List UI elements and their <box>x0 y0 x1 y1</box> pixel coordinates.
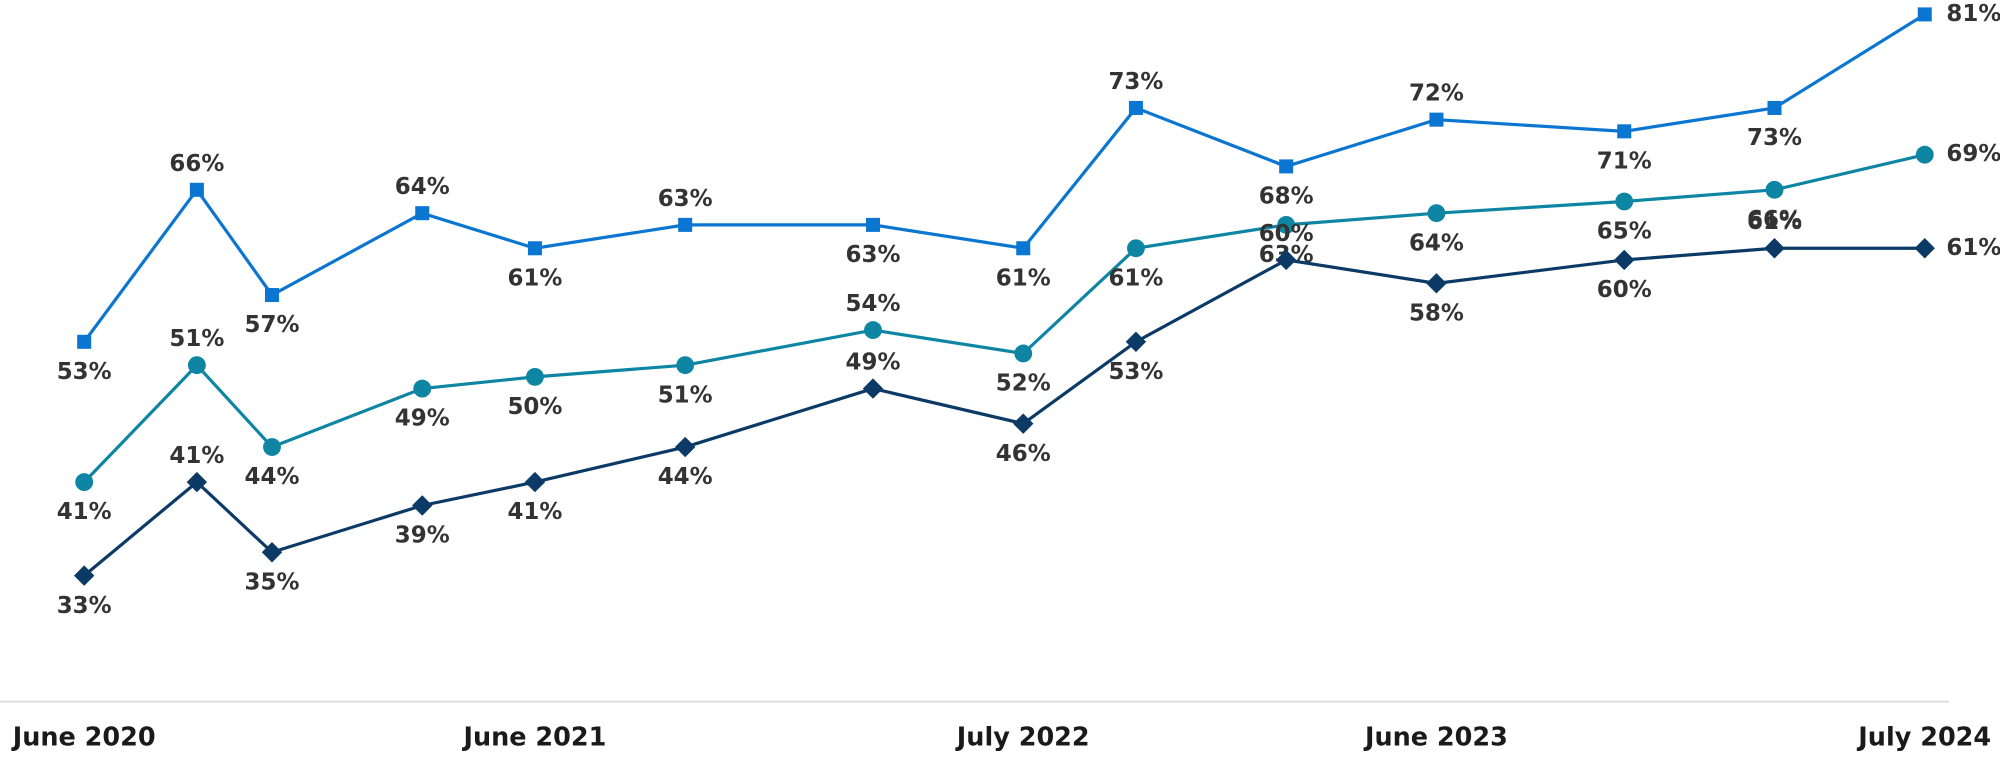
value-label: 46% <box>996 441 1051 467</box>
marker <box>526 367 544 386</box>
value-label: 50% <box>507 394 562 420</box>
value-label: 69% <box>1946 141 2000 167</box>
value-label: 61% <box>507 265 562 291</box>
marker <box>261 542 283 563</box>
value-label: 35% <box>245 569 300 595</box>
marker <box>527 241 542 256</box>
value-label: 63% <box>658 186 713 212</box>
value-label: 41% <box>169 443 224 469</box>
value-label: 61% <box>1946 235 2000 261</box>
marker <box>1429 112 1444 127</box>
marker <box>1016 241 1031 256</box>
value-label: 61% <box>1747 209 1802 235</box>
value-label: 63% <box>846 242 901 268</box>
marker <box>524 471 546 493</box>
marker <box>676 356 695 375</box>
value-label: 49% <box>846 350 901 376</box>
x-tick-label: June 2020 <box>11 723 156 753</box>
series-line <box>82 13 1926 343</box>
marker <box>1914 238 1935 259</box>
marker <box>1617 124 1632 139</box>
marker <box>1767 100 1782 115</box>
value-label: 73% <box>1747 125 1802 151</box>
value-label: 57% <box>245 312 300 338</box>
marker <box>263 438 281 456</box>
marker <box>1128 100 1143 115</box>
marker <box>187 356 206 375</box>
value-label: 65% <box>1597 219 1652 245</box>
marker <box>862 378 884 399</box>
marker <box>1614 249 1635 271</box>
series-line <box>83 153 1926 484</box>
value-label: 81% <box>1946 1 2000 27</box>
value-label: 41% <box>507 499 562 525</box>
marker <box>1125 331 1147 353</box>
marker <box>1014 344 1033 363</box>
value-label: 49% <box>395 406 450 432</box>
value-label: 61% <box>1108 265 1163 291</box>
value-label: 73% <box>1108 69 1163 95</box>
x-tick-label: July 2022 <box>955 723 1090 753</box>
marker <box>189 182 204 197</box>
marker <box>1277 215 1296 234</box>
marker <box>1279 159 1294 174</box>
marker <box>674 436 696 458</box>
value-label: 51% <box>169 326 224 352</box>
marker <box>413 379 432 398</box>
value-label: 60% <box>1597 277 1652 303</box>
marker <box>1427 204 1446 223</box>
value-label: 39% <box>395 523 450 549</box>
marker <box>678 217 693 232</box>
value-label: 61% <box>996 265 1051 291</box>
marker <box>865 217 881 232</box>
value-label: 64% <box>395 174 450 200</box>
marker <box>415 206 430 221</box>
marker <box>77 334 92 349</box>
value-label: 53% <box>1108 359 1163 385</box>
x-tick-label: June 2021 <box>461 723 606 753</box>
value-label: 41% <box>57 499 112 525</box>
marker <box>1127 239 1145 258</box>
value-label: 64% <box>1409 230 1464 256</box>
marker <box>73 565 95 586</box>
value-label: 71% <box>1597 148 1652 174</box>
value-label: 68% <box>1259 184 1314 210</box>
marker <box>1275 249 1297 271</box>
value-label: 54% <box>846 291 901 317</box>
value-label: 51% <box>658 382 713 408</box>
value-label: 58% <box>1409 300 1464 326</box>
marker <box>1917 7 1932 22</box>
marker <box>75 473 94 492</box>
marker <box>1915 145 1934 164</box>
value-label: 33% <box>57 593 112 619</box>
series-line <box>83 246 1925 577</box>
marker <box>1765 180 1784 199</box>
x-tick-label: June 2023 <box>1363 723 1508 753</box>
value-label: 44% <box>658 464 713 490</box>
value-label: 52% <box>996 371 1051 397</box>
x-tick-label: July 2024 <box>1856 723 1991 753</box>
value-label: 53% <box>57 359 112 385</box>
marker <box>1615 192 1634 211</box>
value-label: 44% <box>245 464 300 490</box>
value-label: 72% <box>1409 81 1464 107</box>
marker <box>412 495 433 516</box>
value-label: 60% <box>1259 221 1314 247</box>
marker <box>1013 413 1034 434</box>
marker <box>864 321 882 340</box>
marker <box>1426 273 1447 294</box>
value-label: 66% <box>1747 207 1802 233</box>
value-label: 66% <box>169 151 224 177</box>
marker <box>264 288 280 303</box>
marker <box>1764 238 1785 259</box>
